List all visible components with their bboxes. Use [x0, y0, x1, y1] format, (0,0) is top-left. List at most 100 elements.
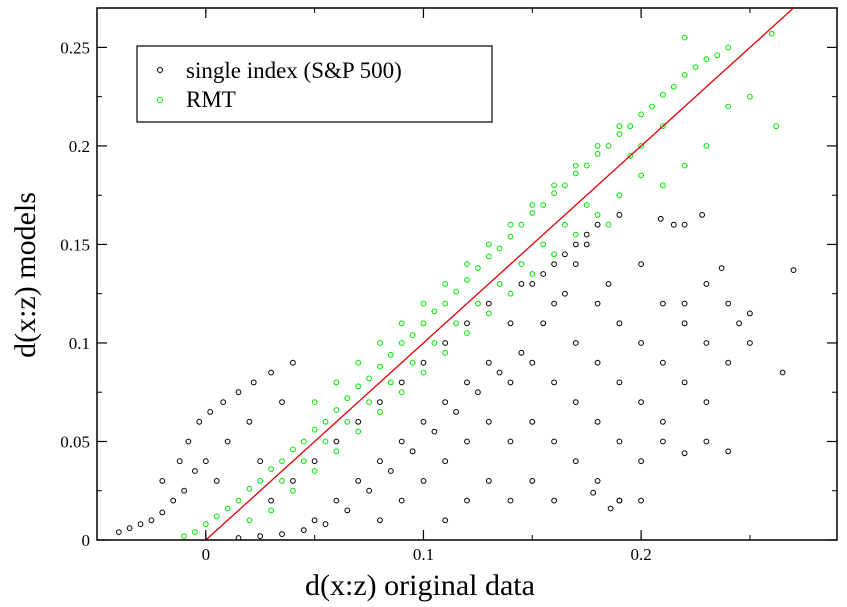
data-point — [213, 513, 220, 520]
data-point — [442, 300, 449, 307]
data-point — [627, 152, 634, 159]
data-point — [572, 458, 579, 465]
data-point — [590, 489, 597, 496]
data-point — [192, 468, 198, 474]
data-point — [605, 281, 612, 287]
data-point — [344, 418, 351, 425]
data-point — [224, 505, 231, 512]
data-point — [235, 497, 242, 504]
data-point — [311, 517, 318, 524]
data-point — [475, 389, 481, 396]
data-point — [279, 531, 285, 537]
data-point — [257, 478, 264, 484]
data-point — [224, 438, 231, 445]
data-point — [507, 379, 514, 386]
data-point — [616, 131, 623, 138]
data-point — [507, 320, 514, 327]
data-point — [551, 379, 557, 386]
data-point — [268, 507, 275, 514]
data-point — [551, 438, 557, 445]
data-point — [420, 478, 427, 484]
data-point — [485, 300, 492, 307]
data-point — [409, 332, 416, 339]
data-point — [398, 497, 405, 504]
data-point — [453, 288, 460, 295]
data-point — [485, 359, 492, 366]
data-point — [431, 428, 438, 435]
data-point — [115, 529, 122, 535]
data-point — [518, 281, 525, 287]
data-point — [196, 418, 203, 425]
data-point — [398, 340, 405, 346]
data-point — [311, 426, 318, 433]
data-point — [572, 170, 579, 177]
data-point — [638, 458, 644, 465]
data-point — [583, 241, 590, 248]
data-point — [562, 251, 568, 258]
y-axis-ticks: 0 0.05 0.1 0.15 0.2 0.25 — [60, 38, 837, 550]
data-point — [475, 265, 481, 272]
data-point — [594, 212, 601, 218]
data-point — [616, 123, 623, 130]
data-point — [246, 517, 253, 524]
legend-box — [136, 45, 493, 123]
data-point — [464, 320, 470, 327]
data-point — [235, 389, 242, 396]
data-point — [290, 478, 296, 484]
data-point — [496, 281, 503, 287]
data-point — [268, 497, 275, 504]
data-point — [681, 162, 688, 169]
data-point — [420, 418, 427, 425]
data-point — [670, 221, 677, 228]
legend-marker-single-index — [157, 67, 163, 73]
data-point — [594, 150, 601, 157]
data-point — [657, 215, 664, 222]
data-point — [529, 202, 536, 208]
data-point — [638, 111, 644, 118]
data-point — [409, 359, 416, 366]
data-point — [594, 359, 601, 366]
data-point — [747, 93, 753, 100]
data-point — [540, 320, 547, 327]
data-point — [605, 143, 612, 149]
data-point — [420, 300, 427, 307]
data-point — [220, 399, 227, 406]
data-point — [681, 300, 688, 307]
data-point — [246, 418, 253, 425]
data-point — [594, 478, 601, 484]
data-point — [616, 497, 623, 504]
data-point — [551, 261, 557, 268]
data-point — [518, 349, 525, 356]
data-point — [333, 497, 340, 504]
data-point — [681, 450, 688, 457]
data-point — [246, 485, 253, 492]
data-point — [660, 418, 666, 425]
legend-label-single-index: single index (S&P 500) — [186, 58, 402, 83]
data-point — [572, 399, 579, 406]
data-point — [768, 30, 775, 37]
data-point — [311, 399, 318, 406]
data-point — [485, 253, 492, 260]
data-point — [355, 383, 362, 390]
y-tick-label: 0 — [82, 531, 91, 550]
data-point — [333, 448, 340, 455]
data-point — [660, 91, 666, 98]
data-point — [159, 509, 166, 516]
data-point — [387, 468, 394, 474]
data-point — [475, 300, 481, 307]
data-point — [681, 379, 688, 386]
data-point — [126, 525, 133, 532]
data-point — [649, 103, 655, 110]
data-point — [594, 300, 601, 307]
data-point — [562, 290, 568, 297]
series-1 — [181, 30, 779, 539]
data-point — [529, 359, 536, 366]
data-point — [290, 487, 296, 494]
data-point — [235, 535, 242, 540]
data-point — [529, 271, 536, 277]
data-point — [703, 56, 710, 63]
x-tick-label: 0.1 — [413, 545, 434, 564]
data-point — [540, 271, 547, 277]
data-point — [322, 438, 329, 445]
